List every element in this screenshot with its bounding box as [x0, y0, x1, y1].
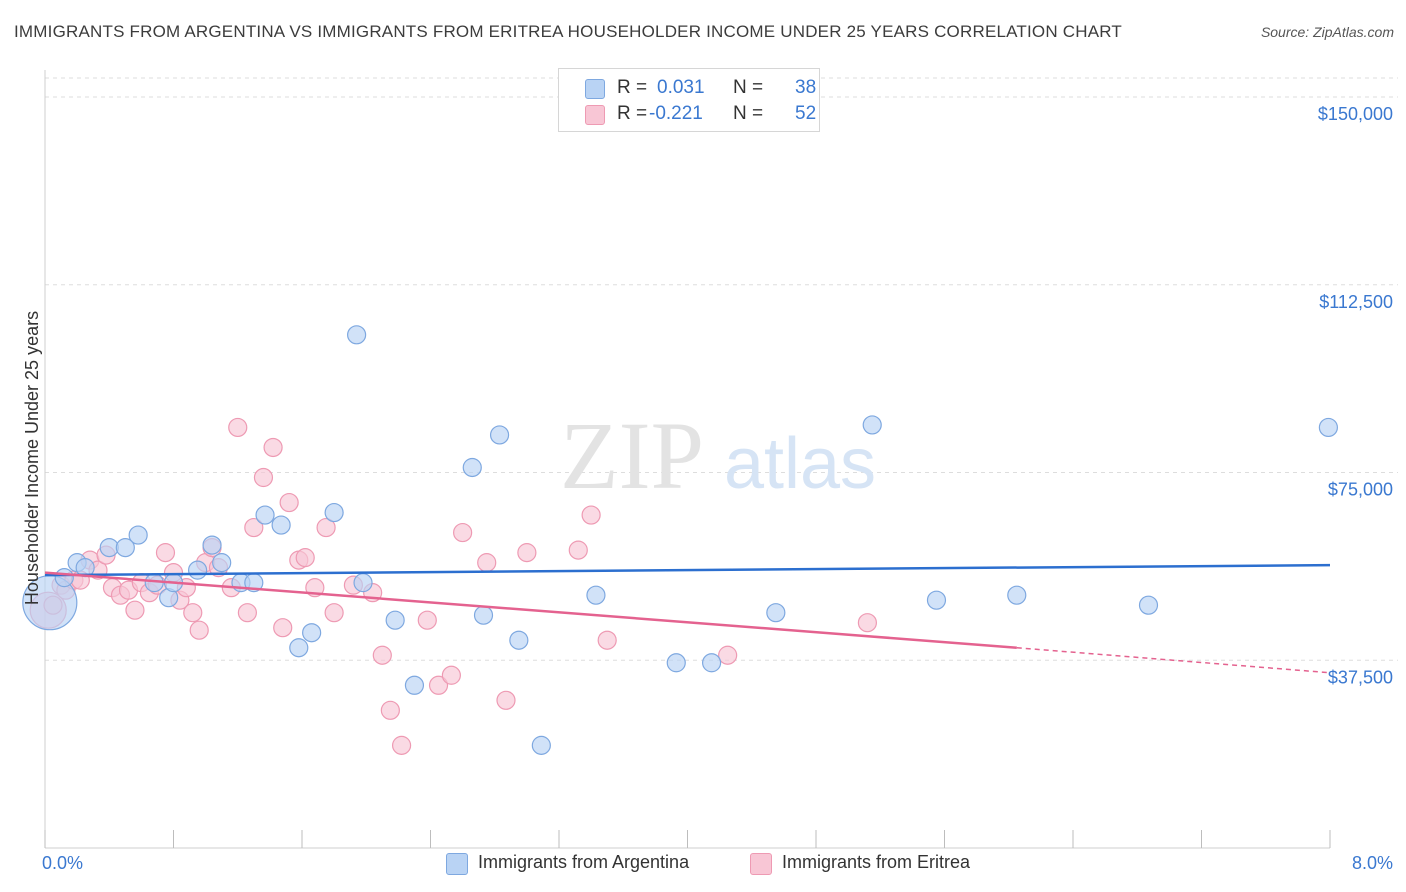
eritrea-point	[391, 735, 412, 755]
argentina-point	[353, 573, 373, 593]
argentina-point	[489, 425, 510, 445]
argentina-point	[666, 653, 686, 673]
argentina-point	[385, 610, 405, 630]
argentina-point	[1138, 595, 1159, 615]
eritrea-point	[228, 417, 248, 438]
axis-labels: $37,500 $75,000 $112,500 $150,000 0.0% 8.0% Ho…	[22, 104, 1393, 873]
argentina-point	[586, 585, 606, 605]
eritrea-point	[273, 618, 293, 638]
eritrea-trend-line	[44, 571, 1017, 649]
eritrea-point	[477, 553, 497, 573]
eritrea-point	[279, 492, 299, 513]
eritrea-point	[441, 665, 461, 685]
argentina-point	[462, 457, 482, 478]
argentina-point	[926, 590, 947, 610]
argentina-point	[766, 603, 786, 623]
series-legend-swatch-argentina	[446, 853, 468, 875]
argentina-point	[128, 525, 148, 545]
y-axis-title: Householder Income Under 25 years	[22, 311, 42, 605]
eritrea-point	[237, 603, 257, 623]
argentina-point	[509, 630, 529, 650]
eritrea-point	[155, 543, 176, 563]
eritrea-point	[581, 505, 601, 525]
eritrea-point	[417, 610, 437, 630]
legend-n-value: 52	[795, 103, 817, 124]
legend-n-value: 38	[795, 77, 817, 98]
eritrea-point	[253, 467, 274, 488]
eritrea-point	[324, 603, 344, 623]
eritrea-point	[517, 543, 537, 563]
eritrea-point	[597, 630, 617, 650]
eritrea-point	[263, 437, 283, 458]
eritrea-point	[857, 613, 878, 633]
eritrea-point	[428, 675, 449, 695]
legend-swatch-eritrea	[585, 105, 605, 125]
x-tick-label: 8.0%	[1352, 853, 1393, 873]
axis-layer	[44, 70, 1331, 849]
argentina-point	[701, 653, 722, 673]
argentina-point	[1007, 585, 1027, 605]
eritrea-trend-extension	[1016, 646, 1331, 674]
series-legend-label-argentina: Immigrants from Argentina	[478, 852, 690, 872]
eritrea-point	[189, 620, 209, 640]
eritrea-point	[453, 522, 473, 543]
argentina-point	[289, 638, 309, 658]
eritrea-point	[316, 517, 336, 538]
argentina-point	[473, 605, 494, 625]
legend-r-value: -0.221	[649, 103, 703, 124]
eritrea-point	[295, 548, 315, 568]
argentina-point	[1318, 417, 1338, 438]
argentina-point	[202, 535, 222, 555]
argentina-point	[115, 537, 135, 558]
x-tick-label: 0.0%	[42, 853, 83, 873]
series-legend-label-eritrea: Immigrants from Eritrea	[782, 852, 971, 872]
eritrea-point	[183, 603, 203, 623]
watermark: ZIP atlas	[560, 402, 876, 509]
argentina-point	[212, 553, 232, 573]
argentina-point	[347, 325, 367, 345]
argentina-point	[302, 623, 322, 643]
eritrea-point	[244, 517, 264, 538]
eritrea-point	[125, 600, 145, 620]
series-legend-swatch-eritrea	[750, 853, 772, 875]
legend-r-label: R =	[617, 77, 648, 98]
eritrea-point	[380, 700, 400, 720]
argentina-point	[862, 415, 882, 435]
legend-n-label: N =	[733, 77, 764, 98]
trend-lines	[44, 563, 1331, 674]
watermark-zip: ZIP	[560, 402, 704, 509]
argentina-point	[54, 568, 74, 588]
y-tick-label: $37,500	[1328, 667, 1393, 687]
eritrea-point	[372, 645, 392, 665]
correlation-legend: R = 0.031 N = 38 R = -0.221 N = 52	[558, 68, 820, 132]
argentina-trend-line	[44, 563, 1331, 577]
source-label: Source: ZipAtlas.com	[1260, 24, 1394, 40]
argentina-point	[271, 515, 291, 535]
argentina-point	[187, 560, 208, 580]
argentina-point	[324, 502, 344, 523]
argentina-points	[22, 325, 1338, 755]
chart-title: IMMIGRANTS FROM ARGENTINA VS IMMIGRANTS …	[14, 22, 1122, 41]
eritrea-point	[718, 645, 738, 665]
y-tick-label: $112,500	[1319, 292, 1393, 312]
argentina-point	[99, 537, 119, 558]
y-tick-label: $150,000	[1318, 104, 1393, 124]
y-tick-label: $75,000	[1328, 480, 1393, 500]
argentina-point	[404, 675, 425, 695]
argentina-point	[531, 735, 551, 755]
legend-n-label: N =	[733, 103, 764, 124]
eritrea-point	[568, 540, 588, 560]
eritrea-point	[496, 690, 516, 710]
watermark-atlas: atlas	[724, 424, 876, 504]
legend-r-label: R =	[617, 103, 648, 124]
argentina-point	[255, 505, 275, 525]
legend-r-value: 0.031	[657, 77, 705, 98]
legend-swatch-argentina	[585, 79, 605, 99]
